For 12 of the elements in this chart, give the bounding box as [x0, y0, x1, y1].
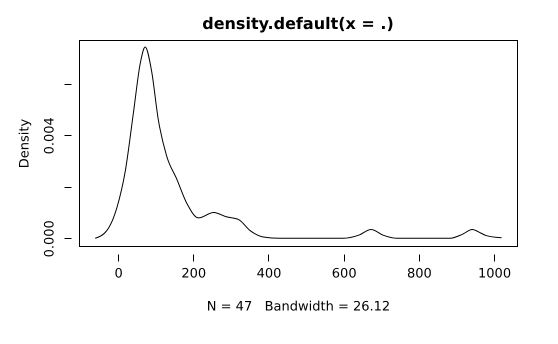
- y-tick-label: 0.000: [42, 220, 58, 258]
- line-series: [94, 46, 502, 239]
- x-tick-label: 600: [332, 266, 357, 282]
- y-tick-label: 0.004: [42, 117, 58, 154]
- x-tick-label: 800: [406, 266, 432, 282]
- x-tick-label: 0: [114, 266, 123, 282]
- x-axis-title: N = 47 Bandwidth = 26.12: [206, 300, 390, 314]
- y-axis-title: Density: [18, 118, 32, 168]
- chart-title: density.default(x = .): [202, 14, 394, 33]
- x-tick-label: 1000: [478, 266, 512, 282]
- x-tick-label: 200: [181, 266, 206, 282]
- x-tick-label: 400: [256, 266, 282, 282]
